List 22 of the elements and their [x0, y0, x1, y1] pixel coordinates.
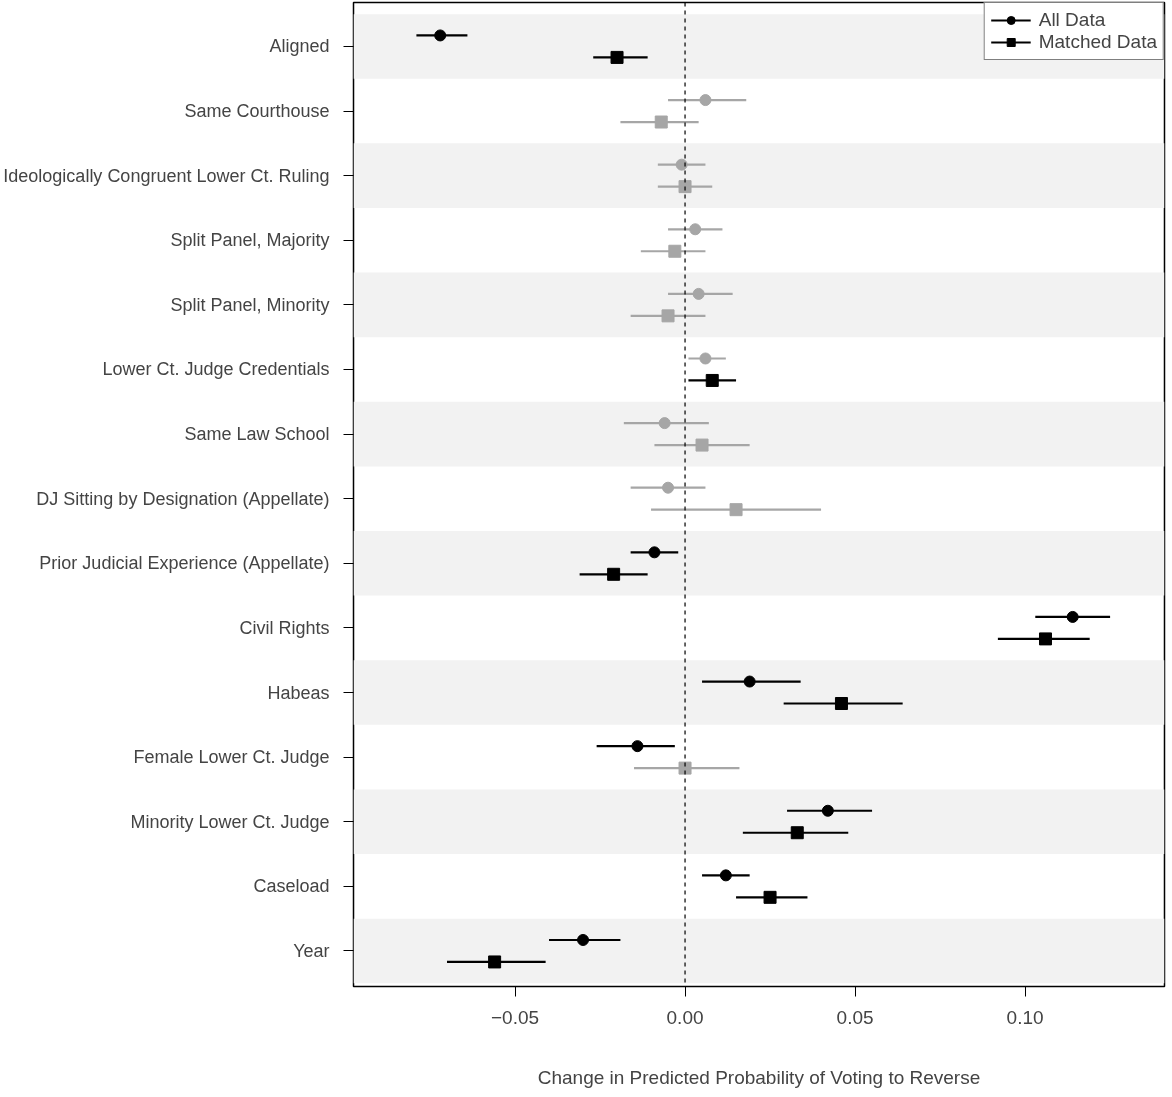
- y-tick-label: Year: [293, 940, 330, 961]
- y-tick-label: DJ Sitting by Designation (Appellate): [36, 488, 330, 509]
- legend-label: Matched Data: [1038, 31, 1157, 53]
- y-tick-label: Prior Judicial Experience (Appellate): [39, 553, 330, 574]
- x-tick-label: 0.05: [836, 1006, 874, 1028]
- y-tick-label: Split Panel, Majority: [170, 230, 330, 251]
- y-tick-label: Ideologically Congruent Lower Ct. Ruling: [3, 165, 330, 186]
- x-axis-title: Change in Predicted Probability of Voting to Reverse: [537, 1066, 981, 1088]
- y-tick-label: Same Law School: [184, 424, 330, 445]
- x-tick-label: 0.00: [666, 1006, 704, 1028]
- x-tick-label: 0.10: [1006, 1006, 1044, 1028]
- y-tick-label: Minority Lower Ct. Judge: [130, 811, 330, 832]
- y-tick-label: Aligned: [269, 36, 330, 57]
- y-tick-label: Same Courthouse: [184, 101, 330, 122]
- y-tick-label: Female Lower Ct. Judge: [133, 747, 330, 768]
- y-tick-label: Civil Rights: [239, 617, 330, 638]
- x-tick-label: −0.05: [490, 1006, 540, 1028]
- y-tick-label: Habeas: [267, 682, 330, 703]
- legend-label: All Data: [1038, 9, 1106, 31]
- y-tick-label: Caseload: [253, 876, 330, 897]
- y-tick-label: Lower Ct. Judge Credentials: [102, 359, 330, 380]
- y-tick-label: Split Panel, Minority: [170, 294, 330, 315]
